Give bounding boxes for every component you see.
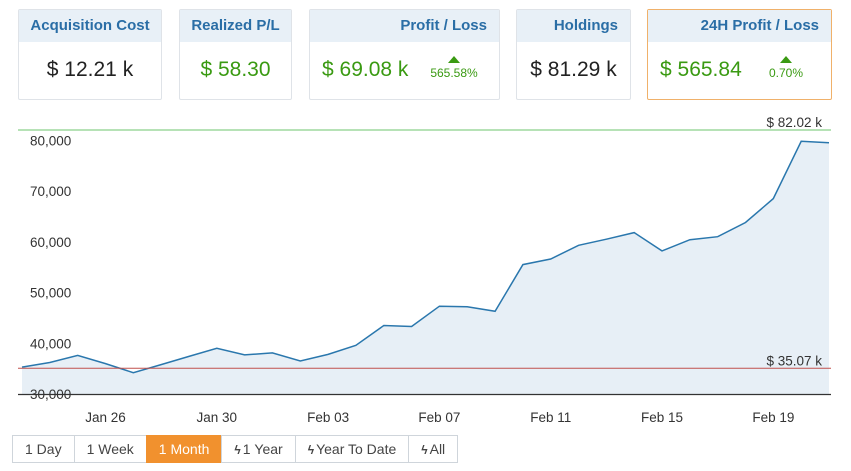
- realized-pl-card: Realized P/L $ 58.30: [179, 9, 292, 100]
- portfolio-value-chart: $ 82.02 k $ 35.07 k 30,000 40,000 50,000 60,0…: [18, 115, 831, 425]
- tab-all[interactable]: ϟ All: [408, 435, 459, 463]
- holdings-card: Holdings $ 81.29 k: [516, 9, 631, 100]
- x-tick-label: Feb 03: [307, 410, 349, 425]
- x-tick-label: Feb 19: [752, 410, 794, 425]
- x-tick-label: Feb 11: [530, 410, 571, 425]
- tab-label: 1 Week: [86, 441, 134, 457]
- chart-series-line: [21, 140, 830, 374]
- tab-1-day[interactable]: 1 Day: [12, 435, 75, 463]
- holdings-value: $ 81.29 k: [530, 58, 617, 81]
- acquisition-cost-value: $ 12.21 k: [46, 58, 134, 81]
- realized-pl-title: Realized P/L: [180, 10, 291, 42]
- y-tick-label: 30,000: [30, 387, 71, 402]
- x-tick-label: Feb 15: [641, 410, 683, 425]
- bolt-icon: ϟ: [421, 443, 428, 457]
- tab-year-to-date[interactable]: ϟ Year To Date: [294, 435, 410, 463]
- tab-label: 1 Day: [25, 441, 62, 457]
- profit-loss-change-text: 565.58%: [430, 66, 478, 80]
- tab-1-month[interactable]: 1 Month: [145, 435, 223, 463]
- time-range-tabs: 1 Day 1 Week 1 Month ϟ 1 Year ϟ Year To Date ϟ A…: [12, 435, 459, 463]
- y-tick-label: 70,000: [30, 184, 71, 199]
- y-tick-label: 40,000: [30, 336, 71, 351]
- x-tick-label: Jan 26: [85, 410, 126, 425]
- profit-loss-change: 565.58%: [424, 56, 484, 80]
- tab-1-week[interactable]: 1 Week: [73, 435, 147, 463]
- tab-label: 1 Month: [158, 441, 210, 457]
- tab-label: Year To Date: [316, 441, 397, 457]
- y-tick-label: 80,000: [30, 133, 71, 148]
- x-tick-label: Jan 30: [197, 410, 238, 425]
- tab-label: All: [429, 441, 446, 457]
- profit-24h-card: 24H Profit / Loss $ 565.84 0.70%: [647, 9, 832, 100]
- profit-loss-value: $ 69.08 k: [322, 58, 409, 81]
- profit-24h-change: 0.70%: [756, 56, 816, 80]
- y-tick-label: 50,000: [30, 286, 71, 301]
- acquisition-cost-card: Acquisition Cost $ 12.21 k: [18, 9, 162, 100]
- up-arrow-icon: [780, 56, 792, 63]
- tab-label: 1 Year: [242, 441, 283, 457]
- x-tick-label: Feb 07: [418, 410, 460, 425]
- realized-pl-value: $ 58.30: [200, 58, 271, 81]
- low-value-label: $ 35.07 k: [766, 353, 822, 368]
- up-arrow-icon: [448, 56, 460, 63]
- profit-loss-title: Profit / Loss: [310, 10, 499, 42]
- chart-area-fill: [22, 141, 829, 394]
- holdings-title: Holdings: [517, 10, 630, 42]
- profit-24h-value: $ 565.84: [660, 58, 742, 81]
- acquisition-cost-title: Acquisition Cost: [19, 10, 161, 42]
- bolt-icon: ϟ: [234, 443, 241, 457]
- profit-24h-title: 24H Profit / Loss: [648, 10, 831, 42]
- profit-24h-change-text: 0.70%: [768, 66, 804, 80]
- high-value-label: $ 82.02 k: [766, 115, 822, 130]
- y-tick-label: 60,000: [30, 235, 71, 250]
- bolt-icon: ϟ: [307, 443, 315, 457]
- profit-loss-card: Profit / Loss $ 69.08 k 565.58%: [309, 9, 500, 100]
